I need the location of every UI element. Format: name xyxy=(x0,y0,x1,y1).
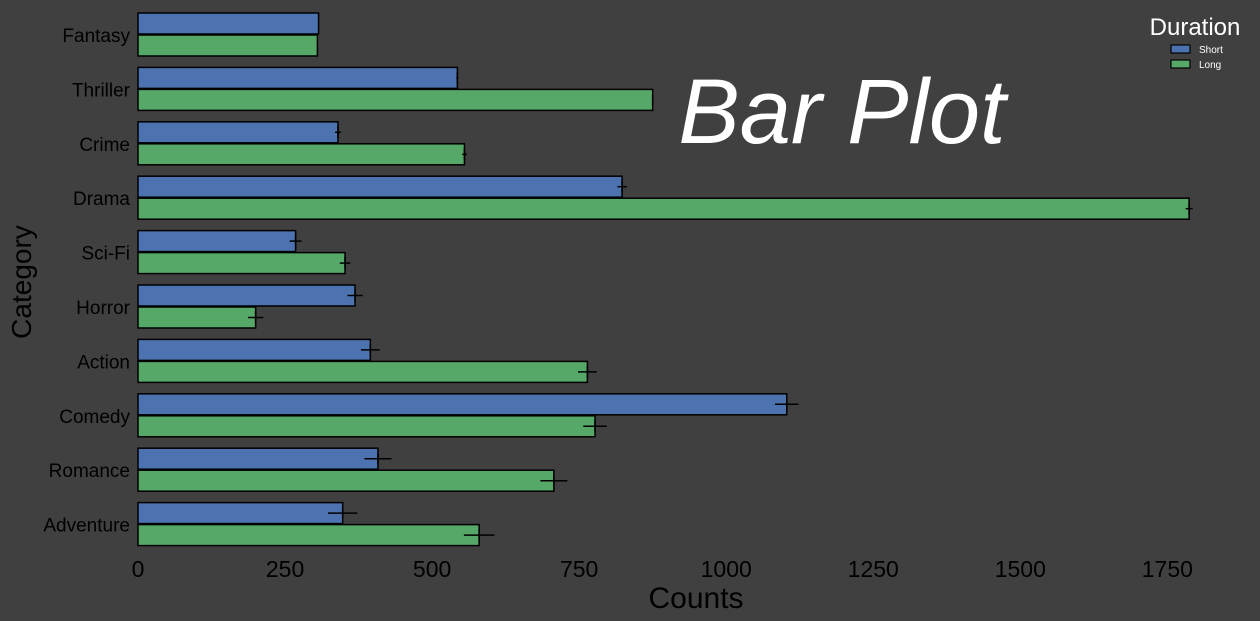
bar-long-fantasy xyxy=(137,34,319,57)
legend-swatch-long xyxy=(1170,59,1191,69)
y-tick-label: Drama xyxy=(73,189,130,210)
y-tick-labels: Fantasy Thriller Crime Drama Sci-Fi Horror Act… xyxy=(43,26,130,537)
bar-long-horror xyxy=(137,306,257,329)
bar-long-drama xyxy=(137,197,1190,220)
bar-long-romance xyxy=(137,469,555,492)
bar-short-comedy xyxy=(137,393,788,416)
y-tick-label: Romance xyxy=(49,461,130,482)
y-tick-label: Adventure xyxy=(43,516,130,537)
bar-short-romance xyxy=(137,447,379,470)
y-tick-label: Crime xyxy=(79,135,130,156)
x-tick-label: 1250 xyxy=(848,556,899,582)
legend-title: Duration xyxy=(1150,14,1241,41)
bar-short-action xyxy=(137,338,372,362)
x-tick-label: 750 xyxy=(560,556,598,582)
x-tick-label: 1500 xyxy=(995,556,1046,582)
y-tick-label: Thriller xyxy=(72,80,131,101)
bar-long-action xyxy=(137,360,589,384)
bar-short-fantasy xyxy=(137,12,320,35)
x-axis-title: Counts xyxy=(648,582,743,615)
bar-long-thriller xyxy=(137,88,654,112)
error-bars-layer xyxy=(247,71,1193,542)
x-tick-label: 1750 xyxy=(1142,556,1193,582)
bar-short-crime xyxy=(137,121,339,144)
y-tick-label: Sci-Fi xyxy=(81,244,130,265)
y-tick-label: Fantasy xyxy=(62,26,130,47)
y-tick-label: Comedy xyxy=(59,407,130,428)
bar-short-horror xyxy=(137,284,356,307)
bar-short-thriller xyxy=(137,66,459,90)
bar-long-comedy xyxy=(137,415,596,438)
bar-short-adventure xyxy=(137,501,344,525)
legend-swatch-short xyxy=(1170,44,1191,54)
bar-long-sci-fi xyxy=(137,251,346,275)
bar-short-drama xyxy=(137,175,623,198)
x-tick-label: 0 xyxy=(132,556,145,582)
y-tick-label: Action xyxy=(77,352,130,373)
bar-short-sci-fi xyxy=(137,229,297,253)
y-axis-title: Category xyxy=(6,225,37,339)
x-tick-label: 500 xyxy=(413,556,451,582)
bar-long-crime xyxy=(137,143,466,166)
bar-long-adventure xyxy=(137,523,480,547)
legend-label-long: Long xyxy=(1199,60,1221,71)
bars-layer xyxy=(137,12,1190,547)
x-tick-labels: 0 250 500 750 1000 1250 1500 1750 xyxy=(132,556,1193,582)
legend-label-short: Short xyxy=(1199,45,1223,56)
legend-items: Short Long xyxy=(1170,44,1223,71)
x-tick-label: 1000 xyxy=(701,556,752,582)
chart-title: Bar Plot xyxy=(678,61,1009,163)
x-tick-label: 250 xyxy=(266,556,304,582)
y-tick-label: Horror xyxy=(76,298,131,319)
legend: Duration Short Long xyxy=(1150,14,1241,71)
